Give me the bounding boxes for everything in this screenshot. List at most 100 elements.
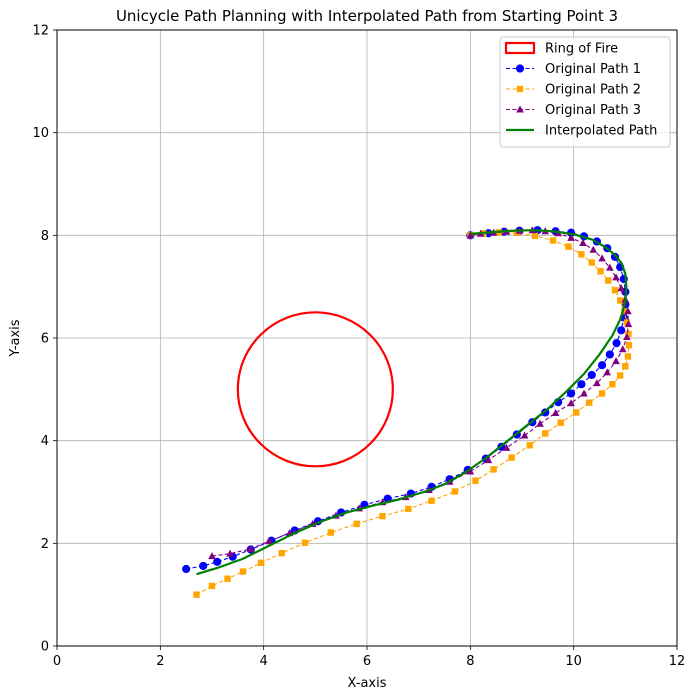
- data-point: [598, 390, 606, 397]
- plot-area: [182, 226, 633, 598]
- data-point: [593, 379, 601, 387]
- data-point: [589, 245, 598, 253]
- data-point: [573, 409, 580, 416]
- data-point: [526, 442, 533, 449]
- data-point: [451, 488, 459, 495]
- data-point: [597, 268, 604, 275]
- data-point: [484, 456, 493, 464]
- data-point: [508, 454, 515, 461]
- data-point: [588, 259, 595, 266]
- legend-label: Original Path 1: [545, 62, 641, 77]
- data-point: [549, 237, 557, 244]
- data-point: [208, 582, 216, 590]
- data-point: [551, 408, 560, 416]
- data-point: [428, 497, 435, 504]
- y-ticks: 0 2 4 6 8 10 12: [32, 24, 57, 655]
- y-tick-label: 8: [41, 229, 49, 244]
- legend-item: Ring of Fire: [504, 41, 618, 57]
- data-point: [379, 512, 386, 520]
- data-point: [182, 564, 191, 574]
- legend-label: Original Path 2: [545, 83, 641, 98]
- y-tick-label: 6: [41, 332, 49, 347]
- data-point: [625, 341, 633, 349]
- data-point: [567, 233, 575, 241]
- data-point: [578, 251, 585, 258]
- x-tick-label: 0: [53, 654, 61, 669]
- x-axis-label: X-axis: [348, 676, 387, 691]
- data-point: [466, 231, 475, 239]
- data-point: [278, 549, 285, 557]
- data-point: [193, 591, 200, 598]
- data-point: [616, 297, 624, 304]
- legend-swatch: [504, 41, 536, 55]
- data-point: [577, 380, 586, 389]
- data-point: [623, 319, 631, 326]
- data-point: [625, 330, 632, 338]
- data-point: [617, 326, 626, 335]
- ring-of-fire: [236, 311, 394, 468]
- x-tick-label: 6: [363, 654, 371, 669]
- x-tick-label: 2: [156, 654, 164, 669]
- y-tick-label: 10: [32, 126, 49, 141]
- legend-item: Original Path 1: [506, 62, 641, 77]
- data-point: [579, 239, 587, 247]
- data-point: [623, 332, 631, 340]
- data-point: [624, 320, 633, 328]
- data-point: [405, 505, 412, 513]
- data-point: [353, 520, 360, 528]
- data-point: [616, 372, 624, 379]
- data-point: [265, 537, 273, 545]
- x-tick-label: 12: [669, 654, 686, 669]
- y-tick-label: 0: [41, 640, 49, 655]
- y-tick-label: 4: [41, 434, 49, 449]
- data-point: [580, 389, 588, 397]
- data-point: [587, 370, 596, 380]
- data-point: [239, 568, 247, 575]
- data-point: [597, 361, 607, 370]
- data-point: [301, 539, 309, 547]
- data-point: [542, 430, 549, 437]
- y-tick-label: 2: [41, 537, 49, 552]
- data-point: [603, 368, 612, 376]
- legend: Ring of Fire Original Path 1 Original Path…: [499, 36, 671, 148]
- x-tick-label: 4: [260, 654, 268, 669]
- y-axis-label: Y-axis: [8, 319, 23, 357]
- data-point: [472, 477, 479, 484]
- data-point: [565, 243, 572, 250]
- data-point: [605, 277, 612, 284]
- data-point: [199, 561, 208, 571]
- data-point: [466, 467, 475, 475]
- series-4: [196, 229, 628, 576]
- legend-marker: [515, 64, 525, 73]
- data-point: [598, 254, 606, 262]
- x-tick-label: 8: [466, 654, 474, 669]
- data-point: [622, 363, 629, 370]
- data-point: [213, 557, 222, 566]
- data-point: [617, 284, 625, 292]
- data-point: [531, 232, 539, 240]
- data-point: [502, 443, 511, 451]
- data-point: [224, 575, 231, 582]
- legend-marker: [516, 85, 524, 93]
- data-point: [327, 529, 335, 536]
- data-point: [490, 466, 497, 473]
- y-tick-label: 12: [32, 24, 49, 39]
- data-point: [624, 353, 632, 360]
- legend-item: Original Path 3: [506, 103, 641, 118]
- data-point: [612, 339, 621, 348]
- data-point: [557, 419, 564, 426]
- series-line: [196, 229, 628, 576]
- data-point: [208, 552, 216, 560]
- data-point: [246, 544, 255, 552]
- data-point: [618, 345, 627, 353]
- data-point: [520, 431, 529, 439]
- data-point: [612, 357, 620, 365]
- data-point: [609, 381, 616, 388]
- chart-title: Unicycle Path Planning with Interpolated…: [116, 7, 618, 25]
- legend-item: Original Path 2: [506, 83, 641, 98]
- data-point: [606, 263, 614, 271]
- x-tick-label: 10: [565, 654, 582, 669]
- x-ticks: 0 2 4 6 8 10 12: [53, 646, 685, 669]
- legend-label: Original Path 3: [545, 103, 641, 118]
